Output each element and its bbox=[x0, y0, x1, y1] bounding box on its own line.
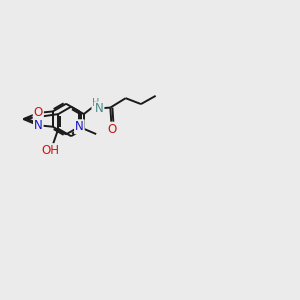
Text: N: N bbox=[34, 119, 43, 132]
Text: OH: OH bbox=[41, 144, 59, 157]
Text: H: H bbox=[92, 98, 100, 109]
Text: O: O bbox=[34, 106, 43, 119]
Text: O: O bbox=[108, 123, 117, 136]
Text: N: N bbox=[75, 120, 84, 133]
Text: N: N bbox=[95, 102, 103, 115]
